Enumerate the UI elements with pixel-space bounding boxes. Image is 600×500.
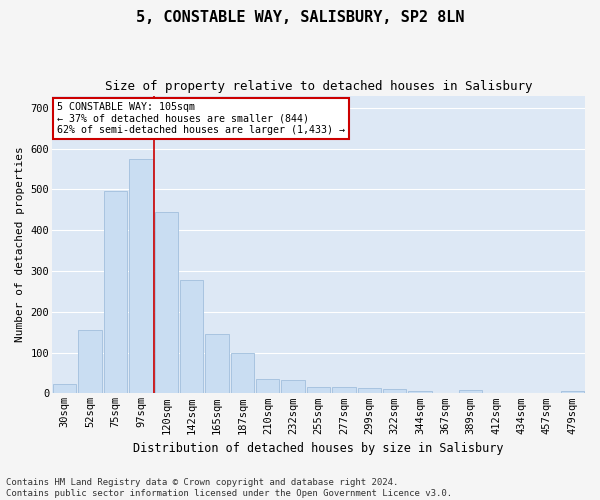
Bar (383, 390, 406, 394)
Bar (155, 212, 178, 394)
Bar (332, 387, 356, 394)
Text: 5, CONSTABLE WAY, SALISBURY, SP2 8LN: 5, CONSTABLE WAY, SALISBURY, SP2 8LN (136, 10, 464, 25)
Text: 5 CONSTABLE WAY: 105sqm
← 37% of detached houses are smaller (844)
62% of semi-d: 5 CONSTABLE WAY: 105sqm ← 37% of detache… (58, 102, 346, 134)
Y-axis label: Number of detached properties: Number of detached properties (15, 146, 25, 342)
Text: Contains HM Land Registry data © Crown copyright and database right 2024.
Contai: Contains HM Land Registry data © Crown c… (6, 478, 452, 498)
X-axis label: Distribution of detached houses by size in Salisbury: Distribution of detached houses by size … (133, 442, 504, 455)
Bar (79, 330, 102, 394)
Bar (231, 353, 254, 394)
Bar (459, 390, 482, 394)
Bar (129, 159, 152, 394)
Bar (180, 280, 203, 394)
Title: Size of property relative to detached houses in Salisbury: Size of property relative to detached ho… (105, 80, 532, 93)
Bar (281, 380, 305, 394)
Bar (256, 379, 280, 394)
Bar (307, 388, 330, 394)
Bar (53, 384, 76, 394)
Bar (205, 334, 229, 394)
Bar (560, 391, 584, 394)
Bar (358, 388, 381, 394)
Bar (104, 190, 127, 394)
Bar (409, 391, 432, 394)
